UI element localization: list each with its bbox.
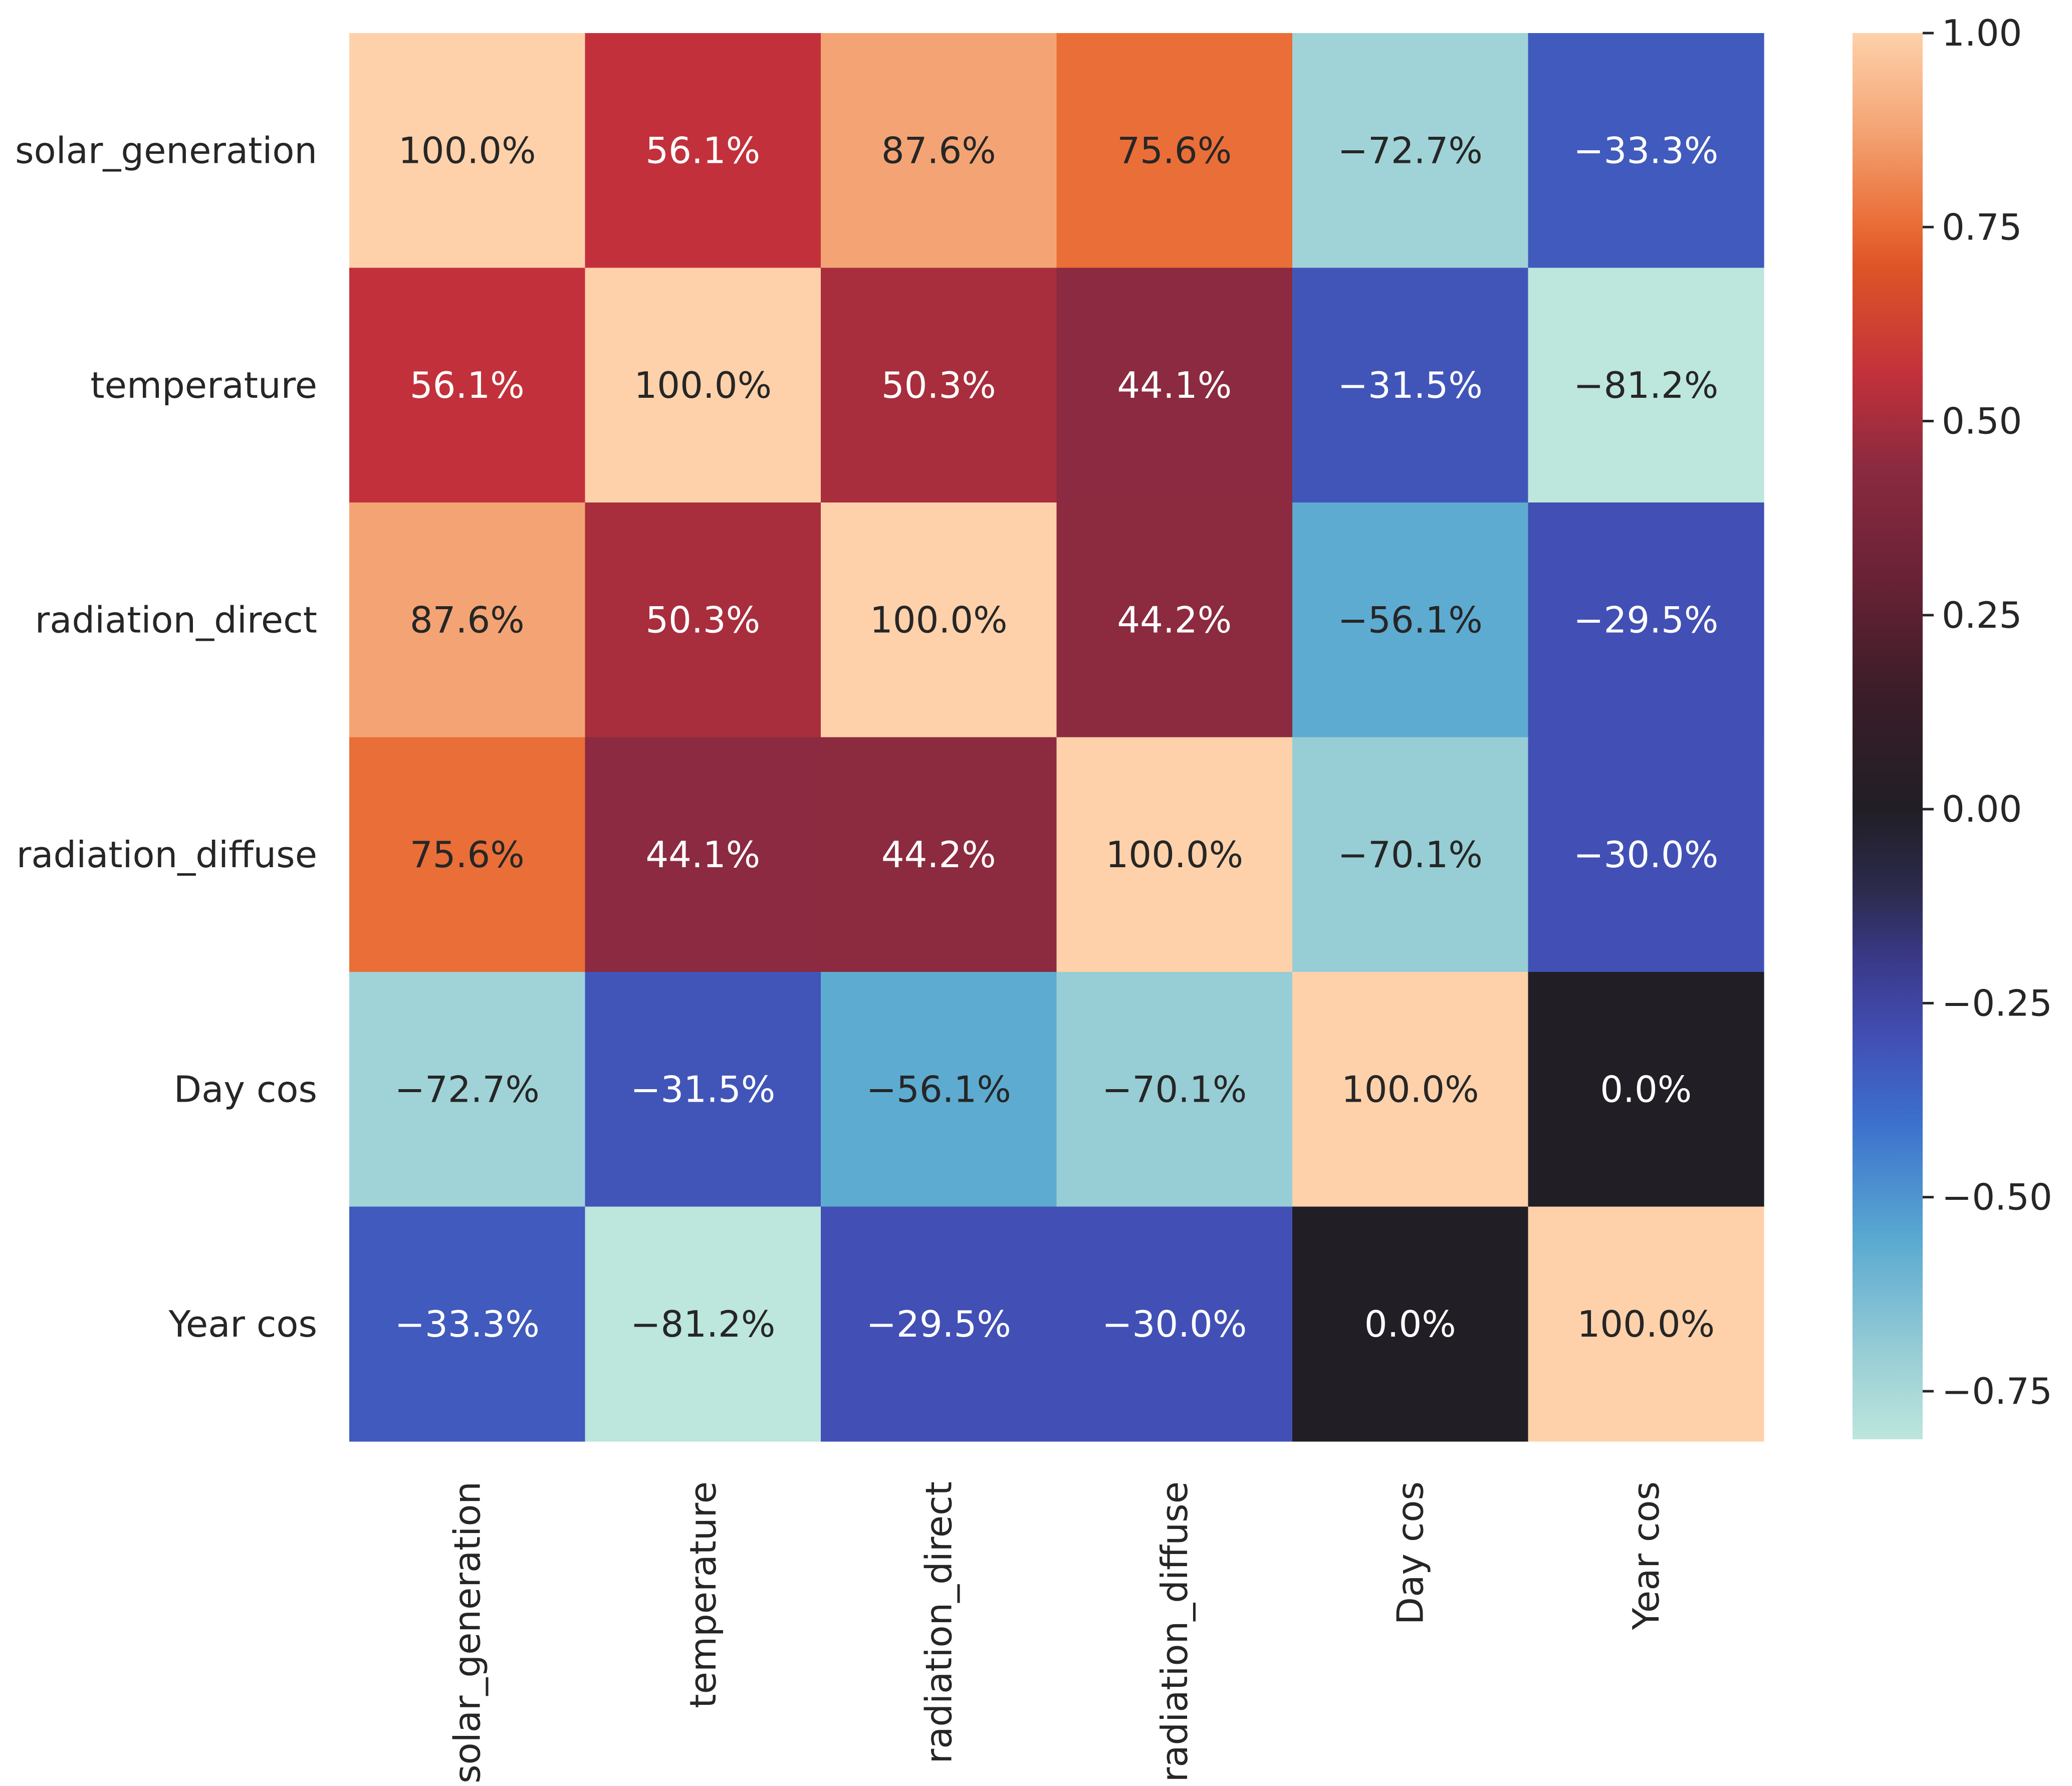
heatmap-cell [349,502,586,738]
row-tick-label: temperature [90,364,317,406]
colorbar: 1.00 0.75 0.50 0.25 0.00 −0.25 −0.50 −0.75 [1853,12,2052,1439]
cell-annotation: 75.6% [1117,129,1232,171]
cell-annotation: 100.0% [1341,1068,1479,1110]
column-tick-label: radiation_direct [917,1481,960,1763]
column-tick-label: Day cos [1389,1481,1431,1625]
heatmap-cell [821,972,1057,1207]
cell-annotation: −56.1% [1338,599,1483,641]
row-tick-label: Year cos [168,1303,317,1345]
cell-annotation: −70.1% [1338,834,1483,876]
column-tick-label: Year cos [1625,1481,1667,1630]
cell-annotation: 56.1% [645,129,760,171]
heatmap-cell [585,502,821,738]
column-tick-label: radiation_diffuse [1154,1481,1196,1782]
row-tick-label: radiation_direct [35,599,317,641]
heatmap-cell [1056,1206,1293,1442]
heatmap-cell [1528,33,1764,269]
heatmap-cell [1056,33,1293,269]
heatmap-cell [1056,268,1293,503]
heatmap-cell [585,1206,821,1442]
heatmap-cell [1528,972,1764,1207]
heatmap-cell [821,502,1057,738]
colorbar-tick-label: −0.75 [1942,1370,2052,1412]
cell-annotation: −72.7% [1338,129,1483,171]
cell-annotation: −30.0% [1573,834,1718,876]
cell-annotation: 87.6% [410,599,525,641]
cell-annotation: 44.1% [1117,364,1232,406]
heatmap-cell [585,737,821,972]
cell-annotation: 44.2% [1117,599,1232,641]
cell-annotation: −29.5% [866,1303,1011,1345]
cell-annotation: −56.1% [866,1068,1011,1110]
heatmap-cell [349,268,586,503]
heatmap-cell [1292,737,1529,972]
heatmap-cell [349,33,586,269]
colorbar-tick-label: 1.00 [1942,12,2022,54]
heatmap-cell [1528,502,1764,738]
heatmap-cell [1056,737,1293,972]
row-tick-label: radiation_diffuse [17,834,317,876]
cell-annotation: −81.2% [1573,364,1718,406]
heatmap-cell [349,1206,586,1442]
heatmap-cell [585,268,821,503]
cell-annotation: 100.0% [1105,834,1243,876]
colorbar-gradient [1853,33,1923,1439]
cell-annotation: 75.6% [410,834,525,876]
cell-annotation: −72.7% [395,1068,540,1110]
heatmap-cells: 100.0% 56.1% 87.6% 75.6% −72.7% −33.3% 56.1% 10… [349,33,1764,1442]
cell-annotation: 0.0% [1364,1303,1456,1345]
cell-annotation: −31.5% [1338,364,1483,406]
heatmap-cell [1292,972,1529,1207]
heatmap-cell [821,737,1057,972]
heatmap-cell [1292,1206,1529,1442]
cell-annotation: −33.3% [1573,129,1718,171]
row-tick-labels: solar_generation temperature radiation_dir… [15,129,317,1345]
column-tick-labels: solar_generation temperature radiation_dir… [446,1481,1667,1783]
colorbar-tick-label: 0.75 [1942,206,2022,248]
heatmap-cell [821,268,1057,503]
cell-annotation: 100.0% [1577,1303,1715,1345]
cell-annotation: 100.0% [634,364,772,406]
heatmap-cell [585,33,821,269]
cell-annotation: 44.1% [645,834,760,876]
cell-annotation: −81.2% [630,1303,775,1345]
cell-annotation: 100.0% [398,129,536,171]
column-tick-label: solar_generation [446,1481,488,1783]
cell-annotation: −29.5% [1573,599,1718,641]
cell-annotation: 50.3% [645,599,760,641]
cell-annotation: 44.2% [881,834,996,876]
column-tick-label: temperature [682,1481,724,1708]
heatmap-cell [821,33,1057,269]
cell-annotation: 100.0% [870,599,1008,641]
heatmap-cell [1292,268,1529,503]
heatmap-cell [1528,737,1764,972]
heatmap-cell [349,737,586,972]
colorbar-tick-label: −0.50 [1942,1176,2052,1218]
cell-annotation: −70.1% [1102,1068,1247,1110]
cell-annotation: 0.0% [1600,1068,1692,1110]
cell-annotation: 56.1% [410,364,525,406]
colorbar-tick-label: −0.25 [1942,982,2052,1024]
heatmap-cell [585,972,821,1207]
heatmap-cell [349,972,586,1207]
heatmap-cell [1528,1206,1764,1442]
heatmap-cell [1292,33,1529,269]
heatmap-cell [1056,502,1293,738]
cell-annotation: 87.6% [881,129,996,171]
heatmap-cell [1292,502,1529,738]
cell-annotation: −30.0% [1102,1303,1247,1345]
colorbar-tick-label: 0.50 [1942,400,2022,442]
row-tick-label: solar_generation [15,129,317,171]
heatmap-cell [1528,268,1764,503]
cell-annotation: 50.3% [881,364,996,406]
cell-annotation: −33.3% [395,1303,540,1345]
row-tick-label: Day cos [174,1068,317,1110]
colorbar-tick-label: 0.00 [1942,788,2022,830]
cell-annotation: −31.5% [630,1068,775,1110]
heatmap-cell [1056,972,1293,1207]
colorbar-tick-label: 0.25 [1942,594,2022,636]
heatmap-cell [821,1206,1057,1442]
